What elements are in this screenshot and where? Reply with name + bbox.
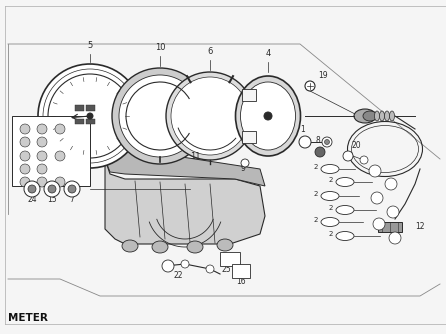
- Text: 22: 22: [173, 271, 183, 280]
- Bar: [378, 222, 402, 232]
- Circle shape: [299, 136, 311, 148]
- Circle shape: [24, 181, 40, 197]
- Ellipse shape: [217, 239, 233, 251]
- Text: 2: 2: [314, 217, 318, 223]
- Circle shape: [20, 151, 30, 161]
- Circle shape: [385, 178, 397, 190]
- Circle shape: [387, 206, 399, 218]
- Circle shape: [55, 124, 65, 134]
- Circle shape: [162, 260, 174, 272]
- Text: 25: 25: [221, 265, 231, 274]
- Bar: [12, 116, 90, 186]
- Ellipse shape: [240, 82, 296, 150]
- Circle shape: [37, 177, 47, 187]
- Circle shape: [38, 64, 142, 168]
- Text: 20: 20: [351, 141, 361, 150]
- Text: 1: 1: [301, 125, 306, 134]
- Circle shape: [20, 164, 30, 174]
- Circle shape: [20, 177, 30, 187]
- Ellipse shape: [235, 76, 301, 156]
- Circle shape: [87, 113, 93, 119]
- Circle shape: [371, 192, 383, 204]
- Circle shape: [373, 218, 385, 230]
- Ellipse shape: [152, 241, 168, 253]
- Circle shape: [37, 124, 47, 134]
- Circle shape: [55, 177, 65, 187]
- Circle shape: [55, 151, 65, 161]
- Circle shape: [206, 265, 214, 273]
- Ellipse shape: [336, 231, 354, 240]
- Circle shape: [369, 165, 381, 177]
- Text: 19: 19: [318, 71, 328, 80]
- Circle shape: [305, 81, 315, 91]
- Text: 2: 2: [314, 191, 318, 197]
- Text: 6: 6: [207, 47, 213, 56]
- Circle shape: [119, 75, 201, 157]
- Bar: [242, 131, 256, 143]
- Circle shape: [68, 185, 76, 193]
- Polygon shape: [105, 149, 265, 186]
- Text: METER: METER: [8, 313, 48, 323]
- Circle shape: [389, 232, 401, 244]
- Circle shape: [360, 156, 368, 164]
- Circle shape: [48, 74, 132, 158]
- Circle shape: [64, 181, 80, 197]
- Ellipse shape: [389, 111, 395, 121]
- Circle shape: [48, 185, 56, 193]
- Text: 24: 24: [27, 195, 37, 204]
- Ellipse shape: [321, 191, 339, 200]
- Bar: [232, 264, 250, 278]
- Circle shape: [264, 112, 272, 120]
- Circle shape: [20, 137, 30, 147]
- Text: 2: 2: [314, 164, 318, 170]
- Bar: [242, 89, 256, 101]
- Text: 2: 2: [329, 231, 333, 237]
- Ellipse shape: [375, 111, 380, 121]
- Ellipse shape: [363, 111, 377, 121]
- Circle shape: [171, 77, 249, 155]
- Text: 10: 10: [155, 43, 165, 52]
- Text: 2: 2: [329, 177, 333, 183]
- Ellipse shape: [187, 241, 203, 253]
- Text: 15: 15: [47, 195, 57, 204]
- Text: 7: 7: [70, 195, 74, 204]
- Text: 12: 12: [415, 222, 425, 231]
- Text: 5: 5: [87, 41, 93, 50]
- Circle shape: [37, 137, 47, 147]
- Bar: [75, 119, 84, 124]
- Text: 4: 4: [265, 49, 271, 58]
- Circle shape: [37, 164, 47, 174]
- Circle shape: [112, 68, 208, 164]
- Circle shape: [241, 159, 249, 167]
- Ellipse shape: [122, 240, 138, 252]
- Circle shape: [315, 147, 325, 157]
- Text: 16: 16: [236, 277, 246, 286]
- Circle shape: [181, 260, 189, 268]
- Bar: [220, 252, 240, 266]
- Circle shape: [28, 185, 36, 193]
- Ellipse shape: [321, 217, 339, 226]
- Ellipse shape: [354, 109, 376, 123]
- Bar: [75, 105, 84, 111]
- Circle shape: [44, 181, 60, 197]
- Circle shape: [43, 69, 137, 163]
- Text: 8: 8: [316, 136, 320, 145]
- Text: 11: 11: [190, 152, 200, 161]
- Circle shape: [37, 151, 47, 161]
- Ellipse shape: [380, 111, 384, 121]
- Circle shape: [166, 72, 254, 160]
- Polygon shape: [105, 159, 265, 244]
- Circle shape: [343, 151, 353, 161]
- Ellipse shape: [384, 111, 389, 121]
- Ellipse shape: [336, 177, 354, 186]
- Bar: [86, 105, 95, 111]
- Ellipse shape: [336, 205, 354, 214]
- Text: 9: 9: [240, 164, 245, 173]
- Circle shape: [322, 137, 332, 147]
- Circle shape: [325, 140, 330, 145]
- Circle shape: [20, 124, 30, 134]
- Text: 2: 2: [329, 205, 333, 211]
- Bar: [86, 119, 95, 124]
- Ellipse shape: [321, 165, 339, 173]
